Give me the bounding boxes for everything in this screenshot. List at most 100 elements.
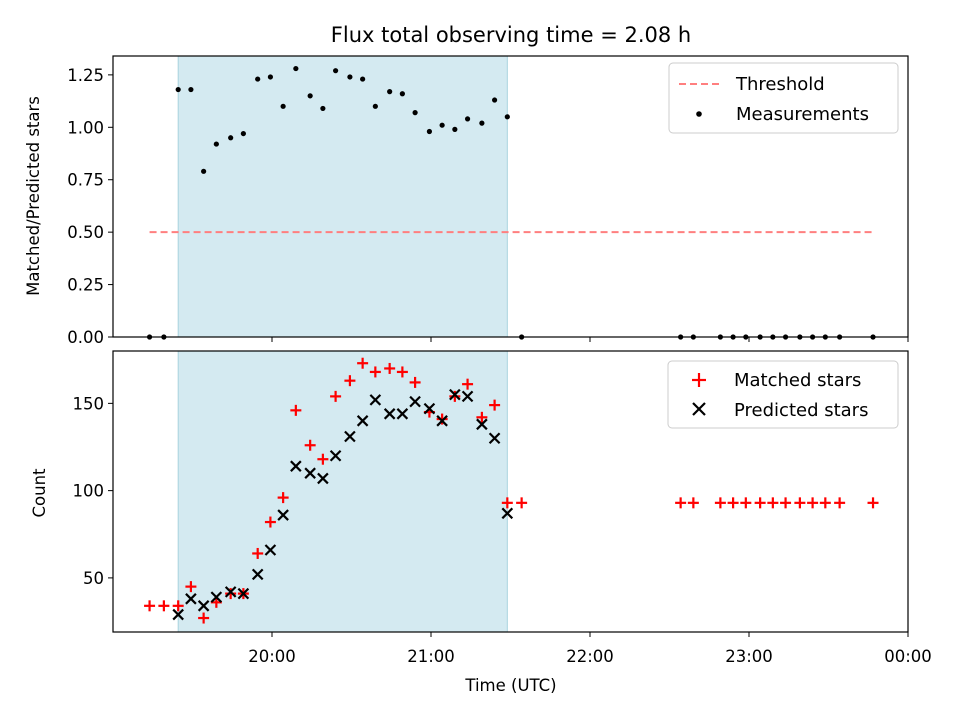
measurement-point [492, 97, 498, 103]
bottom-y-tick-label: 50 [83, 569, 104, 588]
predicted-star-marker [224, 586, 237, 598]
measurement-point [201, 168, 207, 174]
x-tick-label: 20:00 [248, 647, 296, 666]
bottom-y-axis-label: Count [30, 468, 49, 518]
predicted-stars-points [172, 388, 514, 621]
predicted-star-marker [501, 507, 514, 520]
matched-stars-legend-swatch [692, 373, 706, 387]
top-panel: 0.00 0.25 0.50 0.75 1.00 1.25 Flux total obse… [24, 23, 909, 347]
measurement-point [188, 86, 194, 93]
predicted-star-marker [369, 394, 382, 406]
x-axis-label: Time (UTC) [464, 676, 556, 695]
predicted-marker-b [436, 415, 448, 427]
measurement-point [399, 91, 405, 97]
predicted-star-marker [290, 460, 302, 472]
matched-stars-points [144, 357, 879, 624]
matched-star-marker [290, 404, 302, 416]
matched-star-marker [357, 357, 369, 369]
matched-star-marker [807, 497, 819, 509]
measurement-point [360, 76, 366, 82]
matched-star-marker [449, 390, 461, 402]
predicted-star-marker [436, 415, 448, 427]
predicted-marker-b [423, 402, 436, 415]
bottom-y-ticks: 50 100 150 [73, 394, 113, 588]
measurement-point [439, 122, 445, 128]
predicted-star-marker [264, 544, 277, 556]
matched-star-marker [867, 497, 879, 509]
predicted-star-marker [329, 449, 342, 462]
x-tick-label: 22:00 [566, 647, 614, 666]
bottom-legend: Matched stars Predicted stars [667, 360, 899, 429]
matched-star-marker [834, 497, 846, 509]
predicted-star-marker [396, 408, 409, 420]
predicted-star-marker [185, 593, 197, 605]
threshold-legend-label: Threshold [735, 74, 825, 95]
matched-star-marker [516, 497, 528, 509]
bottom-axes-frame [112, 350, 909, 633]
predicted-star-marker [197, 600, 210, 612]
measurement-point [372, 103, 378, 109]
predicted-marker-b [383, 408, 396, 420]
bottom-y-tick-label: 150 [73, 394, 105, 413]
chart-title: Flux total observing time = 2.08 h [331, 23, 691, 47]
matched-star-marker [489, 399, 501, 411]
matched-star-marker [409, 376, 421, 388]
measurement-point [267, 74, 274, 80]
matched-star-marker [158, 600, 170, 612]
predicted-marker-b [356, 415, 369, 427]
matched-star-marker [396, 366, 408, 378]
measurement-point [504, 114, 510, 120]
predicted-marker-b [369, 394, 382, 406]
predicted-marker-b [237, 587, 250, 600]
predicted-star-marker [476, 418, 488, 431]
matched-stars-legend-label: Matched stars [734, 370, 861, 391]
matched-star-marker [198, 612, 210, 624]
predicted-marker-b [277, 509, 289, 521]
top-y-axis-label: Matched/Predicted stars [24, 96, 43, 296]
matched-star-marker [317, 453, 329, 465]
predicted-star-marker [237, 587, 250, 600]
top-y-ticks: 0.00 0.25 0.50 0.75 1.00 1.25 [67, 66, 113, 347]
matched-star-marker [687, 497, 699, 509]
predicted-marker-b [197, 600, 210, 612]
measurement-point [464, 116, 471, 122]
matched-star-marker [225, 588, 237, 600]
predicted-star-marker [172, 608, 184, 621]
predicted-stars-legend-label: Predicted stars [734, 400, 868, 421]
top-y-tick-label: 0.25 [67, 276, 104, 295]
predicted-marker-b [501, 507, 514, 520]
matched-star-marker [144, 600, 156, 612]
predicted-marker-b [185, 593, 197, 605]
x-tick-label: 21:00 [407, 647, 455, 666]
matched-star-marker [344, 375, 356, 387]
bottom-y-tick-label: 100 [73, 482, 105, 501]
x-tick-label: 00:00 [884, 647, 932, 666]
matched-star-marker [210, 596, 222, 608]
matched-star-marker [501, 497, 513, 509]
predicted-star-marker [449, 388, 461, 401]
top-legend-box [668, 62, 899, 134]
measurement-point [333, 68, 339, 74]
top-x-ticks [271, 337, 909, 342]
matched-star-marker [780, 497, 792, 509]
matched-star-marker [767, 497, 779, 509]
measurements-legend-swatch [696, 111, 702, 117]
matched-star-marker [462, 378, 474, 390]
predicted-stars-legend-swatch [692, 402, 706, 416]
matched-star-marker [369, 366, 381, 378]
predicted-marker-b [476, 418, 488, 431]
measurement-point [175, 86, 181, 93]
measurement-point [347, 74, 353, 80]
matched-star-marker [304, 439, 316, 451]
measurement-point [213, 141, 219, 147]
top-y-tick-label: 0.50 [67, 223, 104, 242]
matched-star-marker [277, 492, 289, 504]
predicted-star-marker [251, 568, 264, 581]
predicted-marker-b [396, 408, 409, 420]
top-y-tick-label: 1.25 [67, 66, 104, 85]
predicted-marker-b [210, 591, 223, 603]
measurements-legend-label: Measurements [736, 104, 869, 125]
predicted-marker-b [172, 608, 184, 621]
predicted-marker-b [488, 432, 501, 445]
